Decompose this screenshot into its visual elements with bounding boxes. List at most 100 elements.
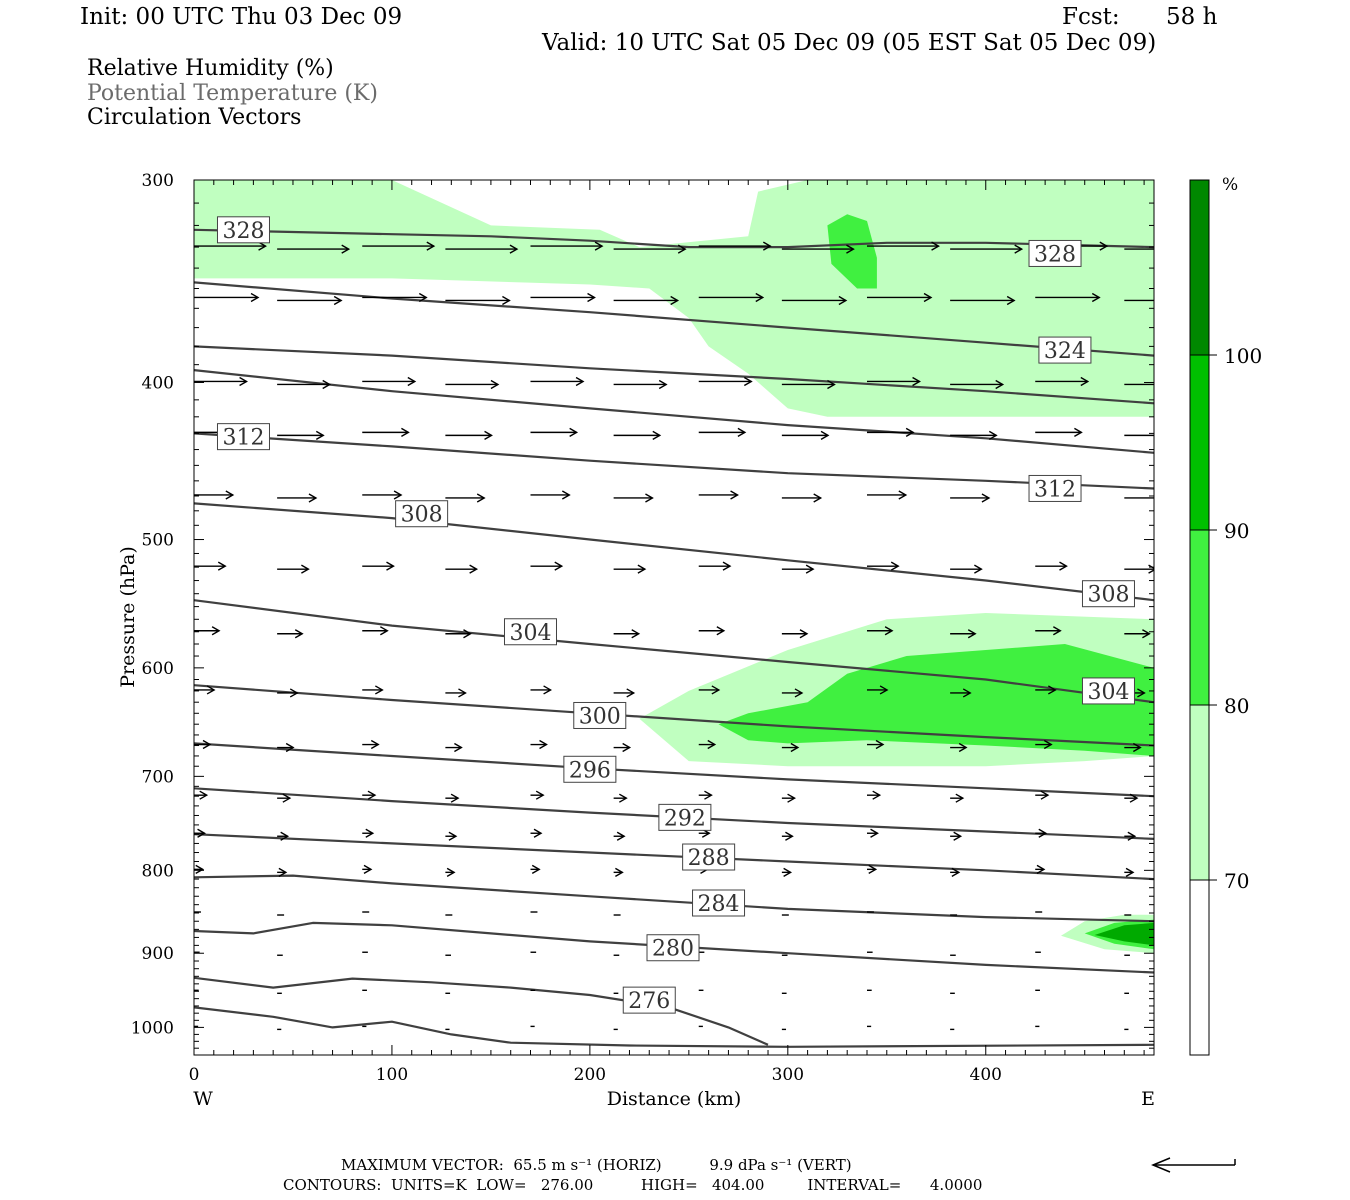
circulation-vector [194,685,216,695]
circulation-vector [1035,626,1062,636]
colorbar-segment [1190,880,1209,1055]
svg-text:324: 324 [1044,339,1086,364]
valid-time: Valid: 10 UTC Sat 05 Dec 09 (05 EST Sat … [542,30,1157,56]
circulation-vector [277,379,332,390]
circulation-vector [781,244,855,254]
circulation-vector [866,739,885,750]
circulation-vector [362,241,436,251]
circulation-vector [445,244,519,254]
circulation-vector [950,244,1024,254]
x-axis-west-label: W [193,1088,213,1110]
isentrope-296 [194,742,1154,798]
circulation-vector [781,295,848,306]
humidity-region-5 [1094,922,1154,946]
circulation-vector [1035,790,1050,800]
circulation-vector [277,493,318,503]
x-axis-east-label: E [1141,1088,1155,1110]
colorbar-segment [1190,355,1209,530]
svg-text:280: 280 [652,937,694,962]
circulation-vector [530,864,541,874]
svg-text:328: 328 [222,219,264,244]
circulation-vector [1035,828,1048,838]
isentrope-272 [194,1006,1154,1048]
circulation-vector [698,626,726,636]
contour-label-308: 308 [1081,580,1135,608]
circulation-vector [445,688,467,698]
isentrope-280 [194,921,1154,974]
circulation-vector [698,490,739,500]
circulation-vector [866,376,921,387]
circulation-vector [362,427,410,437]
circulation-vector [1124,629,1151,639]
colorbar-label: 100 [1224,344,1262,368]
colorbar-frame [1189,179,1210,1056]
contour-label-328: 328 [216,216,270,244]
isentrope-328 [194,228,1154,249]
circulation-vector [362,739,380,750]
y-tick-label: 400 [142,373,174,393]
circulation-vector [781,793,796,803]
circulation-vector [1035,685,1057,695]
circulation-vector [194,241,267,251]
circulation-vector [866,626,894,636]
x-tick-label: 0 [189,1065,200,1085]
circulation-vector [613,742,632,753]
circulation-vector [1035,376,1090,387]
circulation-vector [194,490,235,500]
circulation-vector [1035,292,1101,303]
circulation-vector [613,430,662,440]
circulation-vector [445,793,460,803]
reference-vector-arrow-icon [1151,1157,1236,1173]
circulation-vector [613,688,636,698]
svg-text:328: 328 [1034,242,1076,267]
circulation-vector [613,295,680,306]
contour-label-328: 328 [1028,239,1082,267]
circulation-vector [194,790,209,800]
colorbar-segment [1190,705,1209,880]
circulation-vector [530,490,571,500]
circulation-vector [866,490,908,500]
svg-text:312: 312 [1034,477,1076,502]
y-tick-label: 300 [142,171,174,191]
contour-label-304: 304 [503,618,557,646]
circulation-vector [1035,864,1046,874]
circulation-vector [781,867,793,877]
circulation-vector [781,831,794,841]
circulation-vector [950,688,972,698]
isentrope-304 [194,599,1154,704]
circulation-vector [362,490,403,500]
contour-label-284: 284 [692,889,746,917]
isentrope-276 [194,976,769,1046]
axis-tick-layer: 300 400 500 600 700 800 900 1000 0 100 200 300 400 [131,171,1154,1085]
circulation-vector [1124,564,1154,574]
circulation-vector [613,493,654,503]
contour-label-280: 280 [646,934,700,962]
colorbar-label: 70 [1224,869,1249,893]
circulation-vector [445,629,472,639]
contour-label-292: 292 [658,803,712,831]
svg-text:292: 292 [664,806,706,831]
circulation-vector [866,241,940,251]
circulation-vector [698,685,721,695]
circulation-vector [445,379,500,390]
circulation-vector [194,828,206,838]
humidity-fill-layer [194,180,1154,954]
circulation-vector [866,561,900,571]
svg-text:300: 300 [579,704,621,729]
circulation-vector [194,561,227,571]
isentrope-284 [194,874,1154,923]
circulation-vector [530,561,564,571]
circulation-vector [530,685,552,695]
circulation-vector [530,376,585,387]
circulation-vector [1035,427,1083,437]
circulation-vector [277,793,292,803]
circulation-vector [781,742,800,753]
circulation-vector [781,688,804,698]
circulation-vector [950,629,977,639]
isentrope-288 [194,833,1154,881]
colorbar-unit: % [1222,175,1238,195]
circulation-vector [362,626,389,636]
y-tick-label: 700 [142,767,174,787]
contour-label-296: 296 [563,755,617,783]
circulation-vector [445,742,463,753]
